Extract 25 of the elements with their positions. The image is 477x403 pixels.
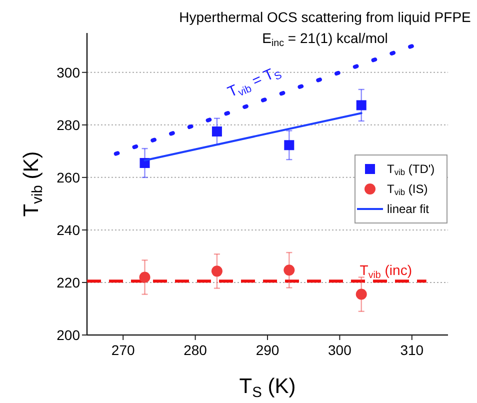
x-tick-label: 290 bbox=[256, 342, 280, 358]
point bbox=[212, 126, 222, 136]
chart-subtitle: E$_{inc}$ = 21(1) kcal/mol bbox=[262, 30, 388, 48]
y-tick-label: 200 bbox=[56, 327, 80, 343]
x-axis-title: T$_{S}$ (K) bbox=[239, 375, 296, 401]
y-tick-label: 280 bbox=[56, 116, 80, 133]
x-tick-label: 270 bbox=[111, 342, 135, 358]
x-tick-label: 310 bbox=[400, 342, 424, 358]
ref-line-label: T$_{vib}$ (inc) bbox=[360, 262, 412, 281]
legend-label: T$_{vib}$ (TD') bbox=[387, 162, 435, 177]
x-tick-label: 280 bbox=[184, 342, 208, 358]
point bbox=[356, 100, 366, 110]
point bbox=[284, 264, 295, 276]
y-tick-label: 300 bbox=[56, 64, 80, 80]
point bbox=[139, 272, 150, 283]
y-tick-label: 220 bbox=[56, 274, 80, 290]
chart-title: Hyperthermal OCS scattering from liquid PFPE bbox=[179, 9, 471, 25]
legend-label: T$_{vib}$ (IS) bbox=[387, 182, 428, 197]
y-tick-label: 260 bbox=[56, 169, 80, 186]
y-tick-label: 240 bbox=[56, 222, 80, 238]
legend-label: linear fit bbox=[387, 202, 430, 216]
point bbox=[211, 266, 222, 277]
x-tick-label: 300 bbox=[328, 342, 352, 358]
point bbox=[284, 140, 294, 150]
point bbox=[356, 288, 367, 300]
